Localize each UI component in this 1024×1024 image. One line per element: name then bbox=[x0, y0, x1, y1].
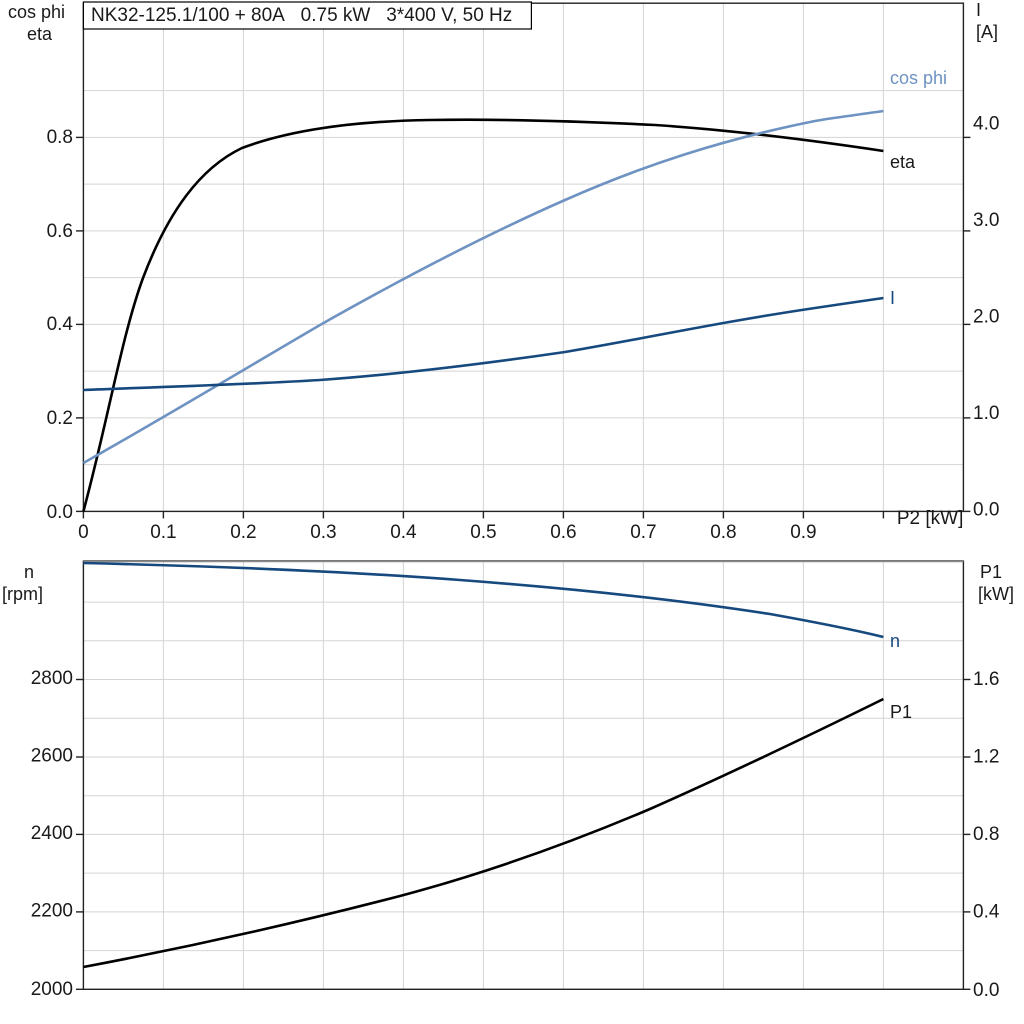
svg-text:0.9: 0.9 bbox=[790, 522, 816, 543]
svg-text:0.3: 0.3 bbox=[310, 522, 336, 543]
svg-text:0.0: 0.0 bbox=[47, 502, 73, 523]
svg-text:[rpm]: [rpm] bbox=[2, 584, 43, 604]
svg-text:cos phi: cos phi bbox=[890, 68, 947, 88]
svg-text:0.6: 0.6 bbox=[47, 221, 73, 242]
svg-text:2000: 2000 bbox=[31, 979, 73, 1000]
svg-text:1.0: 1.0 bbox=[973, 403, 999, 424]
svg-text:0.1: 0.1 bbox=[150, 522, 176, 543]
svg-text:eta: eta bbox=[27, 24, 53, 44]
svg-text:0.7: 0.7 bbox=[630, 522, 656, 543]
svg-text:0.4: 0.4 bbox=[47, 314, 74, 335]
svg-text:0.4: 0.4 bbox=[390, 522, 417, 543]
svg-text:NK32-125.1/100 + 80A 0.75 kW: NK32-125.1/100 + 80A 0.75 kW 3*400 V, 50… bbox=[91, 5, 512, 26]
svg-text:I: I bbox=[976, 0, 981, 20]
svg-text:2400: 2400 bbox=[31, 823, 73, 844]
svg-text:0.8: 0.8 bbox=[710, 522, 736, 543]
svg-text:0.5: 0.5 bbox=[470, 522, 496, 543]
svg-text:P2 [kW]: P2 [kW] bbox=[897, 508, 964, 529]
svg-text:2.0: 2.0 bbox=[973, 307, 999, 328]
svg-text:n: n bbox=[24, 562, 34, 582]
svg-text:eta: eta bbox=[890, 152, 916, 172]
svg-text:0.4: 0.4 bbox=[973, 901, 1000, 922]
svg-text:cos phi: cos phi bbox=[8, 2, 65, 22]
svg-text:n: n bbox=[890, 631, 900, 651]
svg-text:4.0: 4.0 bbox=[973, 114, 999, 135]
svg-text:2200: 2200 bbox=[31, 900, 73, 921]
svg-text:P1: P1 bbox=[980, 562, 1002, 582]
svg-text:[kW]: [kW] bbox=[978, 584, 1014, 604]
svg-text:0.0: 0.0 bbox=[973, 980, 999, 1001]
svg-text:P1: P1 bbox=[890, 702, 912, 722]
svg-text:[A]: [A] bbox=[976, 22, 998, 42]
svg-text:0.0: 0.0 bbox=[973, 500, 999, 521]
svg-text:0.2: 0.2 bbox=[230, 522, 256, 543]
svg-text:1.6: 1.6 bbox=[973, 669, 999, 690]
svg-text:0.8: 0.8 bbox=[47, 127, 73, 148]
svg-text:I: I bbox=[890, 288, 895, 308]
svg-text:0: 0 bbox=[78, 522, 89, 543]
svg-text:0.8: 0.8 bbox=[973, 824, 999, 845]
svg-text:0.6: 0.6 bbox=[550, 522, 576, 543]
svg-text:3.0: 3.0 bbox=[973, 210, 999, 231]
svg-text:2800: 2800 bbox=[31, 668, 73, 689]
svg-text:0.2: 0.2 bbox=[47, 408, 73, 429]
svg-text:2600: 2600 bbox=[31, 746, 73, 767]
svg-text:1.2: 1.2 bbox=[973, 747, 999, 768]
